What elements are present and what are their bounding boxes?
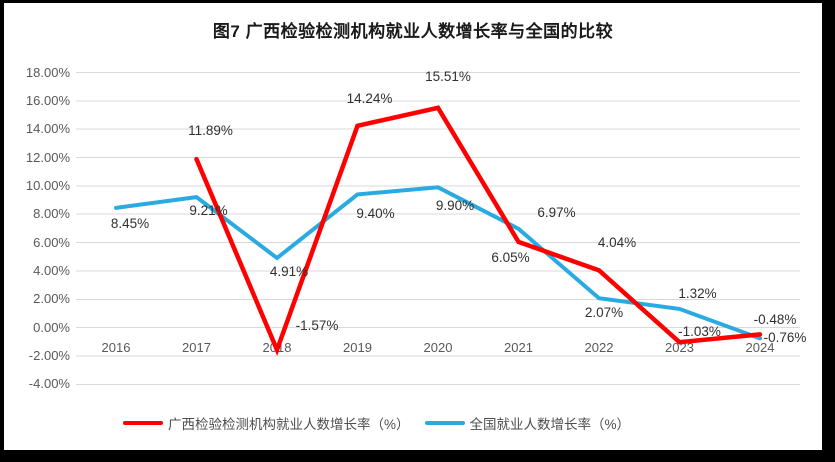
y-axis-tick-label: 6.00% [33,234,70,250]
legend-swatch-national [424,420,465,426]
legend: 广西检验检测机构就业人数增长率（%） 全国就业人数增长率（%） [123,413,630,433]
y-axis-tick-label: -2.00% [28,347,70,363]
x-axis-category-label: 2021 [504,340,533,355]
x-axis-category-label: 2020 [423,340,453,355]
series-line-national [114,185,762,341]
x-axis-category-label: 2016 [101,340,131,355]
legend-swatch-guangxi [123,420,163,426]
y-axis-tick-label: 14.00% [25,121,70,137]
series-line-guangxi [194,105,763,357]
x-axis-category-label: 2022 [584,340,614,355]
y-axis-tick-label: 8.00% [33,206,70,222]
legend-item-guangxi: 广西检验检测机构就业人数增长率（%） [123,413,410,433]
y-axis-tick-label: 12.00% [25,149,70,165]
legend-label-guangxi: 广西检验检测机构就业人数增长率（%） [168,417,410,432]
chart-border-left [0,0,4,462]
y-axis-tick-label: 2.00% [33,291,70,307]
y-axis-tick-label: 0.00% [33,319,70,335]
legend-label-national: 全国就业人数增长率（%） [469,417,631,432]
y-axis-tick-label: 4.00% [33,262,70,278]
legend-item-national: 全国就业人数增长率（%） [424,413,631,433]
y-axis-tick-label: 10.00% [25,177,70,193]
y-axis-tick-label: -4.00% [28,376,70,392]
chart-border-bottom [0,450,835,462]
chart-border-top [0,0,835,3]
x-axis-category-label: 2017 [182,340,211,355]
x-axis-category-label: 2019 [343,340,372,355]
chart-border-right [822,0,835,462]
chart-title: 图7 广西检验检测机构就业人数增长率与全国的比较 [212,22,614,41]
x-axis-category-label: 2024 [745,340,775,355]
y-axis-tick-label: 18.00% [25,64,70,80]
y-axis-tick-label: 16.00% [25,92,70,108]
